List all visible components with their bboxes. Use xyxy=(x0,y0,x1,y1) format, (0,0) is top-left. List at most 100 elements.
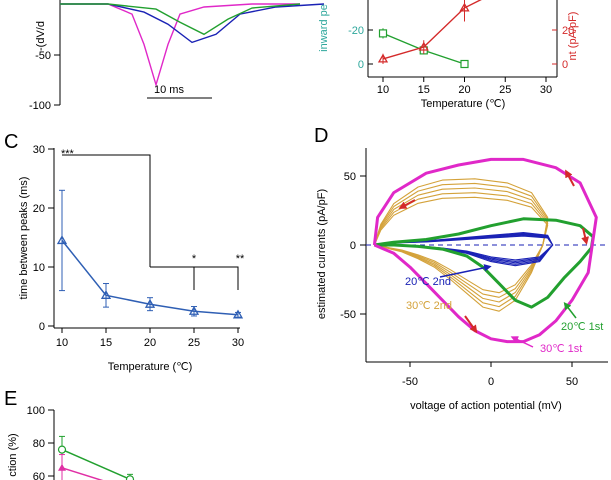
panel-c-ylabel: time between peaks (ms) xyxy=(18,177,30,300)
panel-e-series xyxy=(57,435,135,480)
panel-d-annotations: 20℃ 2nd 30℃ 2nd 20℃ 1st 30℃ 1st xyxy=(405,264,603,355)
panel-d-xtick-label--50: -50 xyxy=(402,376,418,388)
panel-b-xlabel: Temperature (℃) xyxy=(421,98,506,110)
panel-d-red-arrow-1 xyxy=(398,199,416,209)
panel-c-marker-1 xyxy=(100,290,112,299)
panel-c-xtick-label-15: 15 xyxy=(100,337,112,349)
panel-c-xlabel: Temperature (℃) xyxy=(108,361,193,373)
panel-b-xtick-label-30: 30 xyxy=(540,84,552,96)
panel-d-letter: D xyxy=(314,125,328,147)
panel-d-xtick-label-50: 50 xyxy=(566,376,578,388)
panel-d-annot-20-1st: 20℃ 1st xyxy=(561,321,603,333)
panel-c: C time between peaks (ms) 10 15 20 25 30 0 10 2… xyxy=(4,131,245,373)
panel-d-loop-2-1 xyxy=(373,182,549,308)
panel-c-ytick-label-30: 30 xyxy=(33,144,45,156)
panel-d-annot-20-1st-pointer xyxy=(563,302,577,319)
panel-a-trace-2 xyxy=(60,3,301,36)
panel-c-xtick-label-25: 25 xyxy=(188,337,200,349)
panel-b-xtick-label-15: 15 xyxy=(418,84,430,96)
panel-c-ytick-label-10: 10 xyxy=(33,262,45,274)
panel-c-ytick-label-20: 20 xyxy=(33,203,45,215)
panel-e-tick-80: 80 xyxy=(33,438,45,450)
panel-a-trace-0 xyxy=(60,3,300,88)
panel-d-ticks: -50 0 50 50 0 -50 xyxy=(340,171,578,388)
panel-b-ylabel-left: inward pe xyxy=(318,4,330,52)
panel-a-ylabel: -(dV/d xyxy=(35,21,47,51)
panel-e-tick-60: 60 xyxy=(33,471,45,480)
panel-a-tick-label-neg50: -50 xyxy=(35,50,51,62)
panel-c-ticks: 10 15 20 25 30 0 10 20 30 xyxy=(33,144,244,349)
panel-b-tick-right-0: 0 xyxy=(562,59,568,71)
panel-d-series xyxy=(372,157,598,344)
panel-d-ylabel: estimated currents (pA/pF) xyxy=(316,189,328,319)
panel-c-bracket-1 xyxy=(62,154,151,267)
panel-b-ylabel-right: nt (pA/pF) xyxy=(567,12,579,61)
panel-a-scalebar-label: 10 ms xyxy=(154,84,184,96)
panel-c-xtick-label-30: 30 xyxy=(232,337,244,349)
panel-b-xticks: 10 15 20 25 30 xyxy=(377,77,552,96)
panel-d-annot-30-1st: 30℃ 1st xyxy=(540,343,582,355)
panel-d-red-arrow-3 xyxy=(581,227,589,245)
panel-d-loop-1-0 xyxy=(374,217,595,309)
panel-d-red-arrow-2 xyxy=(565,169,575,187)
panel-c-marker-2 xyxy=(144,298,156,308)
panel-c-significance: *** * ** xyxy=(61,148,245,290)
panel-a-traces xyxy=(60,3,325,88)
panel-b-series-0-marker-0 xyxy=(378,29,388,38)
panel-e-series-1-line xyxy=(61,467,104,480)
panel-b-series xyxy=(377,0,482,69)
panel-e-series-1-marker-0 xyxy=(58,463,66,471)
panel-d-loop-2-3 xyxy=(373,192,549,298)
panel-b-tick-left-0: 0 xyxy=(358,59,364,71)
panel-d-loop-2-0 xyxy=(373,178,549,312)
panel-d-arrows xyxy=(398,169,589,334)
panel-a-tick-label-neg100: -100 xyxy=(29,100,51,112)
panel-c-letter: C xyxy=(4,131,18,153)
panel-c-ytick-label-0: 0 xyxy=(39,321,45,333)
panel-b-series-0-marker-2 xyxy=(460,59,469,69)
panel-c-xtick-label-10: 10 xyxy=(56,337,68,349)
panel-b-xtick-label-20: 20 xyxy=(458,84,470,96)
panel-b-series-1-marker-1 xyxy=(418,41,429,51)
panel-c-sig-3: ** xyxy=(236,253,245,265)
panel-e: E ction (%) 100 80 60 xyxy=(4,388,135,480)
panel-d-loop-0-0 xyxy=(372,157,598,344)
panel-c-series xyxy=(56,189,244,319)
panel-d-annot-30-1st-pointer xyxy=(510,336,534,348)
panel-d-annot-30-2nd: 30℃ 2nd xyxy=(406,300,452,312)
panel-e-series-0-marker-1 xyxy=(125,475,135,480)
panel-e-letter: E xyxy=(4,388,17,410)
panel-e-ylabel: ction (%) xyxy=(7,433,19,476)
panel-d-annot-20-2nd: 20℃ 2nd xyxy=(405,276,451,288)
panel-e-series-0-marker-0 xyxy=(57,445,67,454)
panel-d-annot-20-2nd-pointer xyxy=(439,264,492,278)
panel-e-tick-100: 100 xyxy=(27,405,45,417)
panel-a-trace-1 xyxy=(60,3,325,44)
panel-d-loop-3-3 xyxy=(374,234,554,262)
panel-d-xlabel: voltage of action potential (mV) xyxy=(410,400,562,412)
panel-c-bracket-2 xyxy=(150,266,239,290)
panel-d-ytick-label--50: -50 xyxy=(340,309,356,321)
panel-c-xtick-label-20: 20 xyxy=(144,337,156,349)
panel-b-series-1-line xyxy=(382,0,482,60)
panel-d-xtick-label-0: 0 xyxy=(488,376,494,388)
panel-d: D estimated currents (pA/pF) -50 0 50500-5… xyxy=(314,125,608,412)
panel-b-series-1-marker-2 xyxy=(459,2,470,12)
panel-b: inward pe nt (pA/pF) -20 0 20 0 10 15 20 25… xyxy=(318,0,579,110)
panel-b-xtick-label-10: 10 xyxy=(377,84,389,96)
panel-a: -(dV/d -50 -100 10 ms xyxy=(29,0,325,112)
panel-c-marker-3 xyxy=(188,305,200,315)
panel-d-loop-2-2 xyxy=(373,187,549,303)
panel-e-series-0-line xyxy=(61,448,131,480)
panel-c-sig-2: * xyxy=(192,253,197,265)
panel-b-series-1-marker-0 xyxy=(377,53,389,63)
panel-d-loop-2-4 xyxy=(373,196,549,294)
panel-d-red-arrow-4 xyxy=(464,315,478,334)
panel-c-marker-4 xyxy=(232,309,244,319)
panel-c-marker-0 xyxy=(56,235,68,245)
panel-d-ytick-label-50: 50 xyxy=(344,171,356,183)
panel-c-sig-1: *** xyxy=(61,148,75,160)
panel-b-tick-right-20: 20 xyxy=(562,25,574,37)
panel-b-xtick-label-25: 25 xyxy=(499,84,511,96)
